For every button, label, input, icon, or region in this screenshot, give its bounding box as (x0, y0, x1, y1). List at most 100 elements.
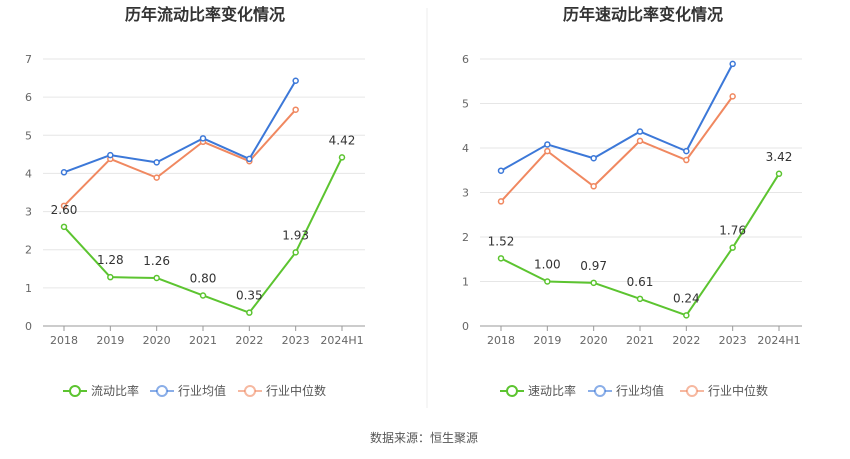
right-company-point (590, 279, 597, 287)
left-y-tick-label: 3 (25, 206, 32, 219)
right-x-tick-label: 2023 (719, 334, 747, 347)
right-industry-avg-line (500, 63, 734, 172)
left-y-tick-label: 5 (25, 129, 32, 142)
right-x-tick-label: 2022 (672, 334, 700, 347)
left-x-tick-label: 2020 (143, 334, 171, 347)
left-legend-company-label: 流动比率 (91, 383, 139, 398)
left-legend-industry-median-label: 行业中位数 (266, 383, 326, 398)
right-data-label: 1.00 (534, 258, 561, 272)
left-x-tick-label: 2023 (282, 334, 310, 347)
right-y-tick-label: 3 (462, 187, 469, 200)
left-x-tick-label: 2021 (189, 334, 217, 347)
right-company-point (497, 255, 505, 262)
left-x-tick-label: 2024H1 (320, 334, 363, 347)
right-industry-median-point (729, 93, 736, 100)
left-y-tick-label: 2 (25, 244, 32, 257)
right-x-tick-label: 2024H1 (757, 334, 800, 347)
left-industry-avg-point (246, 155, 253, 163)
left-company-point (292, 249, 299, 256)
right-data-label: 0.97 (580, 259, 607, 273)
left-industry-avg-point (107, 151, 114, 159)
left-industry-median-line (63, 109, 297, 207)
right-y-tick-label: 6 (462, 53, 469, 66)
right-x-tick-label: 2018 (487, 334, 515, 347)
right-industry-median-line (500, 95, 734, 203)
right-company-point (544, 278, 551, 285)
right-company-point (729, 244, 736, 251)
right-data-label: 0.61 (627, 275, 654, 289)
right-industry-median-point (497, 198, 505, 205)
current-ratio-chart: 历年流动比率变化情况 0 1 2 3 4 5 6 7 2018 2019 2020 2021 2022 2… (25, 5, 365, 398)
left-data-label: 2.60 (51, 203, 78, 217)
left-company-point (338, 154, 346, 161)
left-y-tick-label: 4 (25, 167, 32, 180)
left-data-label: 1.93 (282, 228, 309, 242)
left-company-point (153, 274, 160, 282)
left-x-tick-label: 2022 (235, 334, 263, 347)
right-industry-median-point (544, 147, 551, 155)
left-chart-title: 历年流动比率变化情况 (125, 5, 285, 24)
left-industry-avg-point (199, 135, 207, 142)
left-x-tick-label: 2019 (96, 334, 124, 347)
right-industry-median-point (590, 183, 597, 190)
left-industry-avg-point (292, 77, 299, 84)
left-data-label: 0.80 (190, 271, 217, 285)
left-industry-median-point (292, 106, 299, 113)
right-legend-company-marker (506, 385, 518, 397)
left-company-point (107, 273, 114, 281)
right-data-label: 1.52 (488, 234, 515, 248)
right-industry-avg-point (590, 154, 597, 162)
left-legend-industry-median-marker (244, 385, 256, 397)
right-y-tick-label: 4 (462, 142, 469, 155)
right-chart-title: 历年速动比率变化情况 (563, 5, 723, 24)
left-company-point (199, 292, 207, 299)
right-y-tick-label: 5 (462, 98, 469, 111)
right-industry-avg-point (683, 147, 690, 155)
left-y-tick-label: 6 (25, 91, 32, 104)
right-legend-industry-median-marker (686, 385, 698, 397)
right-x-tick-label: 2020 (580, 334, 608, 347)
left-y-tick-label: 1 (25, 282, 32, 295)
right-company-point (775, 170, 783, 178)
right-x-tick-label: 2021 (626, 334, 654, 347)
right-data-label: 3.42 (766, 150, 793, 164)
right-data-label: 1.76 (719, 224, 746, 238)
left-x-tick-label: 2018 (50, 334, 78, 347)
left-industry-avg-line (63, 80, 297, 174)
quick-ratio-chart: 历年速动比率变化情况 0 1 2 3 4 5 6 2018 2019 2020 2021 2022 20… (462, 5, 802, 398)
left-data-label: 4.42 (329, 133, 356, 147)
right-company-line (500, 173, 780, 317)
right-y-tick-label: 2 (462, 231, 469, 244)
left-company-point (246, 309, 253, 316)
right-data-label: 0.24 (673, 291, 700, 305)
source-value: 恒生聚源 (430, 431, 478, 445)
left-y-tick-label: 7 (25, 53, 32, 66)
left-legend-company-marker (69, 385, 81, 397)
left-y-tick-label: 0 (25, 320, 32, 333)
left-data-label: 0.35 (236, 289, 263, 303)
right-legend-industry-avg-label: 行业均值 (616, 383, 664, 398)
left-legend-industry-avg-marker (156, 385, 168, 397)
left-data-label: 1.26 (143, 254, 170, 268)
source-label: 数据来源： (370, 430, 430, 445)
left-legend-industry-avg-label: 行业均值 (178, 383, 226, 398)
right-industry-avg-point (636, 128, 644, 135)
right-x-tick-label: 2019 (533, 334, 561, 347)
right-legend-industry-avg-marker (594, 385, 606, 397)
left-company-point (60, 223, 68, 231)
right-industry-median-point (636, 137, 644, 145)
left-industry-avg-point (60, 169, 68, 176)
right-industry-avg-point (729, 60, 736, 68)
right-company-point (636, 295, 644, 303)
right-industry-avg-point (497, 167, 505, 174)
right-industry-median-point (683, 156, 690, 164)
right-company-point (683, 312, 690, 319)
left-data-label: 1.28 (97, 253, 124, 267)
left-industry-avg-point (153, 159, 160, 166)
left-industry-median-point (153, 174, 160, 181)
right-legend-company-label: 速动比率 (528, 383, 576, 398)
right-legend-industry-median-label: 行业中位数 (708, 383, 768, 398)
right-industry-avg-point (544, 141, 551, 148)
